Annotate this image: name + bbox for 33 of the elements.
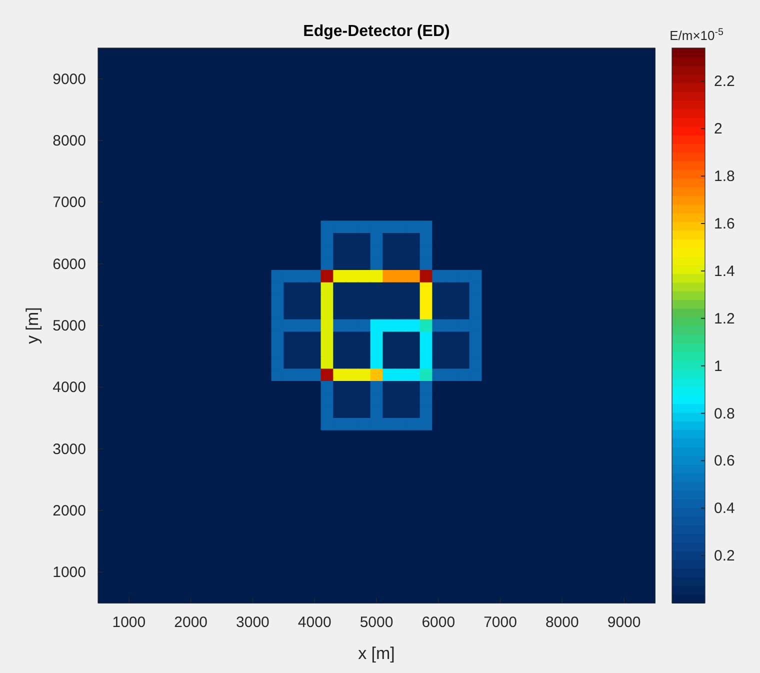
color-bar-label: 2 (714, 120, 722, 138)
x-tick-label: 4000 (298, 614, 332, 631)
x-tick-label: 6000 (422, 614, 456, 631)
y-tick-label: 8000 (52, 132, 86, 150)
color-bar-label: 1 (714, 358, 722, 375)
x-tick-label: 8000 (545, 614, 579, 631)
color-bar-label: 0.6 (714, 452, 735, 470)
x-tick-label: 7000 (484, 614, 517, 631)
color-bar-title: E/m×10$^{-5}$ (670, 26, 724, 43)
x-axis-title: x [m] (358, 644, 395, 663)
color-bar-label: 0.4 (714, 500, 735, 518)
y-tick-label: 3000 (52, 440, 86, 458)
y-tick-label: 7000 (52, 194, 86, 212)
chart-title: Edge-Detector (ED) (303, 23, 450, 40)
x-tick-label: 2000 (174, 614, 208, 631)
color-bar-label: 2.2 (714, 73, 735, 90)
color-bar-label: 1.4 (714, 262, 735, 280)
color-bar-label: 1.6 (714, 216, 735, 233)
y-tick-label: 5000 (52, 318, 86, 334)
x-tick-label: 5000 (360, 614, 394, 631)
y-tick-label: 9000 (52, 70, 86, 88)
y-tick-label: 1000 (52, 564, 86, 582)
color-bar-label: 1.2 (714, 310, 735, 328)
color-bar-label: 0.8 (714, 405, 735, 422)
y-tick-label: 6000 (52, 256, 86, 273)
x-tick-label: 3000 (236, 614, 270, 631)
y-tick-label: 4000 (52, 379, 86, 396)
color-bar-label: 0.2 (714, 548, 735, 565)
x-tick-label: 9000 (607, 614, 641, 631)
color-bar-label: 1.8 (714, 168, 735, 186)
y-tick-label: 2000 (52, 502, 86, 520)
x-tick-label: 1000 (112, 614, 146, 631)
y-axis-title: y [m] (23, 307, 42, 344)
